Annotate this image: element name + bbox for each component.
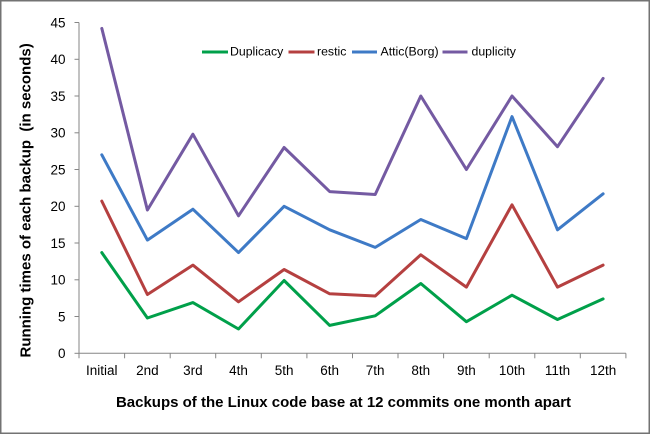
svg-text:5: 5 [58, 309, 66, 324]
svg-text:2nd: 2nd [136, 363, 159, 378]
svg-text:Backups of the Linux code base: Backups of the Linux code base at 12 com… [116, 394, 571, 411]
svg-text:12th: 12th [590, 363, 616, 378]
svg-text:15: 15 [50, 236, 65, 251]
svg-text:6th: 6th [320, 363, 339, 378]
svg-text:30: 30 [50, 126, 65, 141]
svg-text:40: 40 [50, 52, 65, 67]
svg-text:25: 25 [50, 162, 65, 177]
svg-text:10: 10 [50, 273, 65, 288]
svg-text:7th: 7th [366, 363, 385, 378]
svg-text:duplicity: duplicity [472, 45, 517, 59]
svg-text:restic: restic [317, 45, 346, 59]
svg-text:35: 35 [50, 89, 65, 104]
svg-text:20: 20 [50, 199, 65, 214]
svg-text:Initial: Initial [86, 363, 118, 378]
svg-text:Running times of each backup: Running times of each backup (in seconds… [17, 43, 34, 357]
svg-text:0: 0 [58, 346, 66, 361]
svg-text:9th: 9th [457, 363, 476, 378]
svg-text:11th: 11th [545, 363, 570, 378]
svg-text:5th: 5th [275, 363, 294, 378]
svg-text:10th: 10th [499, 363, 525, 378]
svg-text:Attic(Borg): Attic(Borg) [381, 45, 439, 59]
svg-text:4th: 4th [229, 363, 248, 378]
svg-text:45: 45 [50, 15, 65, 30]
svg-text:Duplicacy: Duplicacy [230, 45, 284, 59]
svg-text:3rd: 3rd [183, 363, 203, 378]
svg-text:8th: 8th [411, 363, 430, 378]
